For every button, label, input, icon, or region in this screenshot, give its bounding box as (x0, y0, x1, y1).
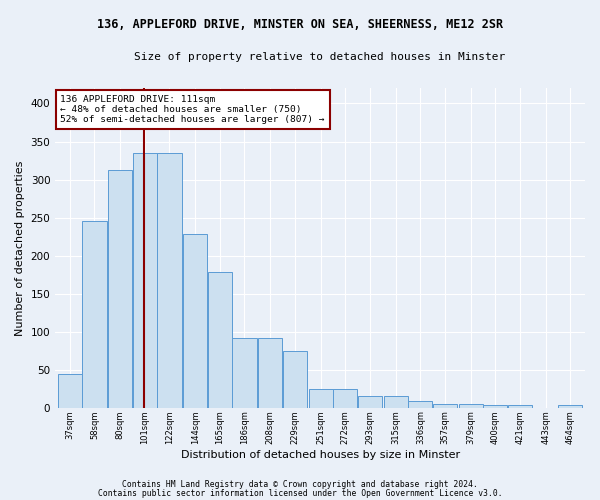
Bar (232, 338, 257, 407)
Y-axis label: Number of detached properties: Number of detached properties (15, 160, 25, 336)
Bar (333, 388, 358, 407)
Bar (408, 401, 433, 407)
Text: Contains HM Land Registry data © Crown copyright and database right 2024.: Contains HM Land Registry data © Crown c… (122, 480, 478, 489)
Bar (358, 396, 382, 407)
Bar (283, 352, 307, 408)
Bar (433, 404, 457, 407)
Bar (208, 272, 232, 407)
Bar (308, 388, 333, 407)
Title: Size of property relative to detached houses in Minster: Size of property relative to detached ho… (134, 52, 506, 62)
Bar (483, 404, 508, 407)
Bar (58, 374, 82, 408)
Bar (508, 406, 532, 407)
Text: Contains public sector information licensed under the Open Government Licence v3: Contains public sector information licen… (98, 488, 502, 498)
Text: 136 APPLEFORD DRIVE: 111sqm
← 48% of detached houses are smaller (750)
52% of se: 136 APPLEFORD DRIVE: 111sqm ← 48% of det… (61, 94, 325, 124)
Bar (108, 170, 133, 408)
Bar (458, 404, 483, 407)
Bar (133, 153, 157, 407)
Bar (558, 406, 583, 407)
Bar (258, 338, 283, 407)
Bar (383, 396, 408, 407)
Text: 136, APPLEFORD DRIVE, MINSTER ON SEA, SHEERNESS, ME12 2SR: 136, APPLEFORD DRIVE, MINSTER ON SEA, SH… (97, 18, 503, 30)
X-axis label: Distribution of detached houses by size in Minster: Distribution of detached houses by size … (181, 450, 460, 460)
Bar (183, 234, 208, 408)
Bar (82, 220, 107, 408)
Bar (157, 153, 182, 407)
